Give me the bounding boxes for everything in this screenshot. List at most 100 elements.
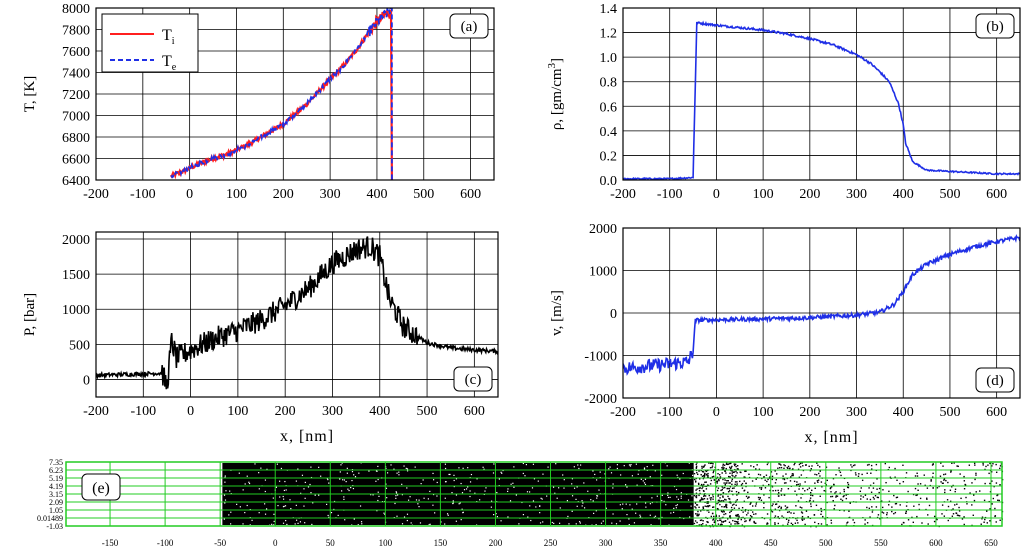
scatter-point [989, 482, 991, 485]
scatter-point [727, 463, 730, 465]
scatter-gap [377, 491, 379, 493]
scatter-gap [406, 470, 409, 472]
scatter-point [696, 513, 699, 515]
scatter-gap [532, 500, 535, 502]
scatter-point [705, 473, 708, 476]
scatter-point [764, 487, 767, 489]
scatter-point [816, 480, 819, 482]
scatter-gap [651, 501, 653, 504]
x-tick-label: 600 [986, 187, 1007, 202]
scatter-point [722, 516, 724, 519]
scatter-point [915, 494, 917, 497]
scatter-point [927, 514, 929, 516]
scatter-gap [677, 498, 679, 500]
scatter-point [706, 498, 709, 500]
scatter-point [766, 513, 769, 515]
y-tick-label: 0 [83, 373, 90, 388]
scatter-point [916, 472, 918, 474]
scatter-point [847, 521, 849, 523]
scatter-gap [616, 467, 618, 470]
scatter-point [731, 465, 733, 468]
x-axis-label: x, [nm] [804, 429, 858, 446]
scatter-point [774, 489, 777, 492]
scatter-point [771, 478, 774, 481]
scatter-point [824, 518, 826, 520]
scatter-gap [522, 514, 525, 516]
scatter-point [753, 520, 755, 523]
scatter-point [717, 501, 720, 504]
scatter-point [774, 523, 776, 526]
y-tick-label: 500 [69, 338, 90, 353]
scatter-point [710, 497, 713, 499]
scatter-point [722, 467, 724, 469]
x-tick-label: -100 [130, 404, 156, 419]
scatter-point [720, 523, 722, 525]
scatter-point [811, 465, 813, 467]
scatter-point [729, 511, 731, 514]
scatter-point [819, 470, 821, 472]
scatter-gap [638, 469, 640, 472]
scatter-point [775, 478, 778, 481]
scatter-point [707, 472, 709, 475]
scatter-gap [360, 521, 363, 523]
scatter-point [777, 492, 780, 494]
scatter-point [951, 515, 954, 517]
scatter-point [726, 480, 728, 482]
scatter-point [729, 472, 731, 474]
scatter-point [788, 467, 791, 470]
y-axis-label: T, [K] [22, 76, 38, 112]
scatter-gap [643, 482, 646, 484]
scatter-point [752, 511, 754, 513]
scatter-gap [651, 497, 653, 499]
scatter-point [712, 475, 715, 478]
y-axis-label: v, [m/s] [549, 290, 565, 336]
scatter-gap [611, 522, 613, 524]
scatter-gap [436, 495, 438, 497]
scatter-point [731, 472, 733, 474]
scatter-point [694, 481, 697, 483]
x-tick-label: 500 [939, 405, 960, 420]
scatter-gap [368, 470, 370, 472]
scatter-point [936, 487, 939, 489]
scatter-point [730, 502, 732, 504]
x-tick-label: 300 [846, 187, 867, 202]
scatter-point [724, 484, 726, 486]
scatter-point [722, 496, 724, 498]
scatter-point [771, 511, 774, 513]
scatter-gap [342, 479, 344, 481]
scatter-point [999, 467, 1001, 470]
scatter-point [960, 497, 962, 500]
scatter-point [979, 490, 981, 492]
scatter-point [701, 465, 703, 468]
scatter-point [835, 491, 837, 493]
scatter-gap [668, 524, 670, 526]
scatter-point [718, 479, 720, 482]
scatter-point [756, 464, 758, 466]
scatter-point [712, 463, 714, 465]
scatter-point [736, 465, 739, 467]
scatter-gap [658, 518, 660, 520]
scatter-gap [563, 487, 565, 489]
scatter-point [702, 506, 704, 508]
scatter-gap [682, 472, 684, 475]
scatter-gap [612, 487, 614, 489]
scatter-gap [446, 513, 449, 515]
scatter-gap [351, 524, 353, 526]
scatter-point [792, 473, 794, 475]
scatter-point [878, 491, 880, 494]
scatter-gap [558, 487, 560, 489]
scatter-point [833, 508, 835, 510]
scatter-point [706, 502, 708, 504]
scatter-point [866, 464, 869, 466]
scatter-gap [571, 483, 573, 485]
scatter-gap [376, 510, 378, 512]
scatter-point [963, 516, 965, 518]
scatter-point [869, 498, 872, 501]
scatter-point [719, 493, 721, 496]
scatter-point [851, 466, 853, 468]
scatter-gap [628, 524, 630, 526]
scatter-gap [635, 463, 637, 465]
scatter-point [715, 477, 718, 480]
scatter-gap [396, 472, 398, 474]
scatter-gap [628, 464, 631, 466]
